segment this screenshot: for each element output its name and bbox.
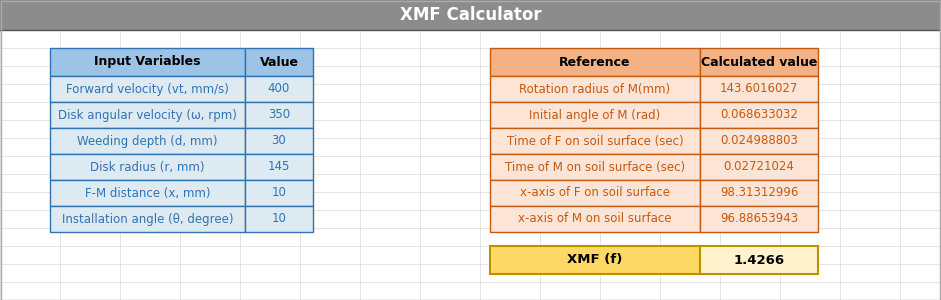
Text: 96.88653943: 96.88653943 — [720, 212, 798, 226]
Text: 0.068633032: 0.068633032 — [720, 109, 798, 122]
Text: Reference: Reference — [559, 56, 630, 68]
Text: Disk angular velocity (ω, rpm): Disk angular velocity (ω, rpm) — [58, 109, 237, 122]
Text: 98.31312996: 98.31312996 — [720, 187, 798, 200]
Bar — [50, 102, 245, 128]
Bar — [245, 102, 313, 128]
Bar — [245, 154, 313, 180]
Text: 10: 10 — [272, 212, 286, 226]
Text: x-axis of M on soil surface: x-axis of M on soil surface — [518, 212, 672, 226]
Text: 143.6016027: 143.6016027 — [720, 82, 798, 95]
Bar — [50, 48, 245, 76]
Bar — [490, 180, 700, 206]
Text: 145: 145 — [268, 160, 290, 173]
Text: 350: 350 — [268, 109, 290, 122]
Text: F-M distance (x, mm): F-M distance (x, mm) — [85, 187, 210, 200]
Bar — [490, 48, 700, 76]
Text: 1.4266: 1.4266 — [733, 254, 785, 266]
Bar — [700, 102, 818, 128]
Bar — [490, 76, 700, 102]
Text: 0.02721024: 0.02721024 — [724, 160, 794, 173]
Bar — [50, 180, 245, 206]
Bar — [50, 128, 245, 154]
Bar — [700, 128, 818, 154]
Bar — [490, 102, 700, 128]
Bar — [700, 48, 818, 76]
Text: Time of M on soil surface (sec): Time of M on soil surface (sec) — [505, 160, 685, 173]
Text: 0.024988803: 0.024988803 — [720, 134, 798, 148]
Text: Disk radius (r, mm): Disk radius (r, mm) — [90, 160, 205, 173]
Text: Calculated value: Calculated value — [701, 56, 817, 68]
Bar — [490, 128, 700, 154]
Text: Value: Value — [260, 56, 298, 68]
Text: XMF (f): XMF (f) — [567, 254, 623, 266]
Bar — [490, 206, 700, 232]
Text: 400: 400 — [268, 82, 290, 95]
Text: 10: 10 — [272, 187, 286, 200]
Bar — [700, 206, 818, 232]
Bar — [50, 206, 245, 232]
Text: 30: 30 — [272, 134, 286, 148]
Text: Forward velocity (vt, mm/s): Forward velocity (vt, mm/s) — [66, 82, 229, 95]
Bar — [245, 180, 313, 206]
Bar — [245, 128, 313, 154]
Bar — [490, 246, 700, 274]
Bar — [700, 76, 818, 102]
Bar — [0, 0, 941, 30]
Text: Installation angle (θ, degree): Installation angle (θ, degree) — [62, 212, 233, 226]
Text: Time of F on soil surface (sec): Time of F on soil surface (sec) — [506, 134, 683, 148]
Text: Rotation radius of M(mm): Rotation radius of M(mm) — [519, 82, 671, 95]
Text: x-axis of F on soil surface: x-axis of F on soil surface — [520, 187, 670, 200]
Bar — [245, 76, 313, 102]
Text: Input Variables: Input Variables — [94, 56, 200, 68]
Bar — [700, 154, 818, 180]
Bar — [700, 246, 818, 274]
Bar — [50, 154, 245, 180]
Bar — [245, 48, 313, 76]
Text: XMF Calculator: XMF Calculator — [400, 6, 541, 24]
Bar — [700, 180, 818, 206]
Bar — [50, 76, 245, 102]
Bar — [490, 154, 700, 180]
Text: Weeding depth (d, mm): Weeding depth (d, mm) — [77, 134, 217, 148]
Bar — [245, 206, 313, 232]
Text: Initial angle of M (rad): Initial angle of M (rad) — [530, 109, 661, 122]
